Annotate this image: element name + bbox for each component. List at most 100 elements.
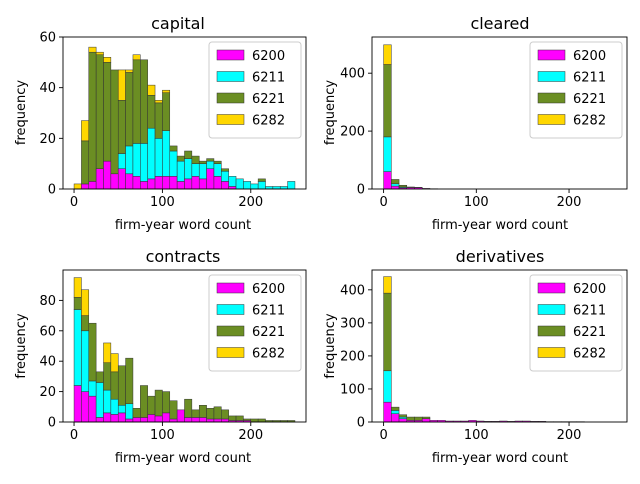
bar-6221	[170, 401, 177, 419]
y-tick-label: 0	[357, 416, 365, 431]
bar-6200	[126, 174, 133, 189]
y-tick-label: 40	[39, 355, 56, 370]
bar-6221	[399, 185, 407, 187]
bar-6221	[170, 146, 177, 151]
legend-swatch-6221	[217, 93, 244, 103]
x-axis-label: firm-year word count	[115, 218, 251, 233]
legend-label-6221: 6221	[252, 325, 285, 340]
bar-6211	[207, 161, 214, 169]
bar-6221	[192, 156, 199, 164]
legend-swatch-6211	[217, 72, 244, 82]
bar-6211	[133, 143, 140, 176]
bar-6200	[140, 417, 147, 422]
bar-6211	[251, 184, 258, 189]
bar-6282	[126, 70, 133, 73]
y-axis-label: frequency	[323, 80, 338, 146]
bar-6200	[155, 176, 162, 189]
bar-6221	[199, 405, 206, 417]
bar-6221	[391, 407, 399, 410]
bar-6211	[140, 143, 147, 181]
y-tick-label: 20	[39, 385, 56, 400]
y-tick-label: 40	[39, 81, 56, 96]
legend-label-6211: 6211	[573, 304, 606, 319]
y-axis-label: frequency	[14, 80, 29, 146]
bar-6282	[118, 70, 125, 100]
y-tick-label: 80	[39, 294, 56, 309]
bar-6200	[422, 419, 430, 422]
bar-6211	[288, 181, 295, 189]
legend-swatch-6221	[217, 326, 244, 336]
bar-6200	[221, 181, 228, 189]
bar-6221	[89, 52, 96, 181]
bar-6282	[104, 343, 111, 363]
legend-label-6200: 6200	[252, 282, 285, 297]
bar-6221	[185, 151, 192, 159]
bar-6200	[133, 417, 140, 422]
bar-6200	[81, 392, 88, 422]
subplot-title: cleared	[470, 14, 529, 33]
bar-6221	[81, 141, 88, 184]
bar-6221	[148, 95, 155, 128]
y-tick-label: 60	[39, 31, 56, 46]
bar-6200	[126, 419, 133, 422]
bar-6221	[140, 386, 147, 418]
y-tick-label: 0	[48, 416, 56, 431]
bar-6211	[104, 390, 111, 413]
bar-6211	[391, 410, 399, 413]
bar-6211	[118, 405, 125, 413]
bar-6221	[415, 417, 423, 420]
bar-6200	[185, 179, 192, 189]
bar-6221	[384, 293, 392, 371]
bar-6200	[207, 169, 214, 189]
legend-swatch-6282	[217, 348, 244, 358]
bar-6221	[221, 410, 228, 419]
legend-label-6211: 6211	[573, 71, 606, 86]
legend-label-6282: 6282	[573, 347, 606, 362]
legend-swatch-6211	[538, 305, 565, 315]
bar-6221	[155, 390, 162, 416]
bar-6200	[104, 161, 111, 189]
y-tick-label: 20	[39, 132, 56, 147]
bar-6200	[391, 414, 399, 422]
x-tick-label: 100	[150, 195, 175, 210]
y-tick-label: 200	[340, 349, 365, 364]
legend-label-6282: 6282	[252, 114, 285, 129]
x-tick-label: 0	[379, 195, 387, 210]
bar-6211	[243, 181, 250, 189]
bar-6200	[148, 414, 155, 422]
bar-6211	[126, 404, 133, 419]
bar-6211	[199, 164, 206, 179]
y-tick-label: 300	[340, 316, 365, 331]
legend-label-6221: 6221	[252, 92, 285, 107]
y-axis-label: frequency	[14, 313, 29, 379]
bar-6221	[199, 161, 206, 164]
bar-6211	[236, 179, 243, 189]
bar-6221	[399, 415, 407, 417]
bar-6200	[96, 169, 103, 189]
bar-6221	[185, 399, 192, 417]
bar-6221	[207, 159, 214, 162]
y-axis-label: frequency	[323, 313, 338, 379]
bar-6221	[74, 297, 81, 309]
bar-6282	[96, 52, 103, 55]
bar-6200	[118, 413, 125, 422]
subplot-title: derivatives	[456, 247, 545, 266]
bar-6221	[162, 392, 169, 413]
bar-6221	[126, 358, 133, 404]
bar-6221	[407, 417, 415, 420]
bar-6221	[140, 60, 147, 144]
bar-6221	[126, 72, 133, 145]
bar-6282	[133, 55, 140, 60]
bar-6221	[207, 408, 214, 419]
bar-6211	[155, 138, 162, 176]
legend-swatch-6221	[538, 326, 565, 336]
bar-6221	[104, 363, 111, 390]
bar-6200	[177, 410, 184, 422]
x-axis-label: firm-year word count	[432, 451, 568, 466]
bar-6200	[89, 181, 96, 189]
bar-6211	[258, 181, 265, 189]
bar-6221	[133, 408, 140, 417]
x-tick-label: 200	[238, 428, 263, 443]
